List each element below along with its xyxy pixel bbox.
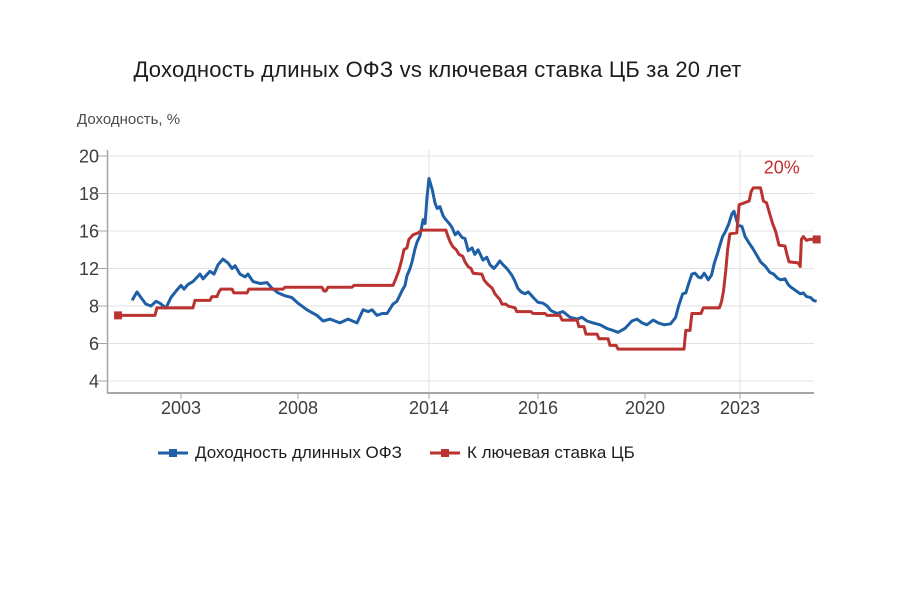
series-line-key-rate [118, 186, 817, 351]
legend-label-ofz: Доходность длинных ОФЗ [195, 443, 402, 462]
y-tick-label: 4 [89, 372, 99, 392]
y-tick-label: 20 [79, 147, 99, 167]
legend-marker-square [169, 449, 177, 457]
y-axis-title: Доходность, % [77, 111, 181, 128]
legend-marker-square [440, 449, 449, 457]
x-tick-label: 2008 [278, 398, 318, 418]
series-endpoint-marker [114, 311, 123, 320]
legend-label-key-rate: К лючевая ставка ЦБ [466, 443, 635, 462]
series-endpoint-marker [812, 235, 821, 244]
legend-marker-key-rate-icon [429, 449, 460, 457]
legend-item-key-rate: К лючевая ставка ЦБ [429, 443, 635, 463]
y-tick-label: 16 [79, 222, 99, 242]
x-tick-label: 2003 [161, 398, 201, 418]
legend: Доходность длинных ОФЗ К лючевая ставка … [158, 443, 635, 463]
y-tick-label: 8 [89, 297, 99, 317]
y-tick-label: 18 [79, 184, 99, 204]
x-tick-label: 2016 [518, 398, 558, 418]
x-tick-label: 2014 [409, 398, 449, 418]
legend-marker-ofz-icon [158, 449, 188, 457]
x-tick-label: 2023 [720, 398, 760, 418]
y-tick-label: 6 [89, 334, 99, 354]
y-tick-label: 12 [79, 259, 99, 279]
annotation-20pct: 20% [764, 157, 800, 177]
chart-title: Доходность длиных ОФЗ vs ключевая ставка… [133, 57, 742, 82]
legend-item-ofz: Доходность длинных ОФЗ [158, 443, 402, 463]
x-tick-label: 2020 [625, 398, 665, 418]
series-line-ofz [130, 177, 818, 334]
